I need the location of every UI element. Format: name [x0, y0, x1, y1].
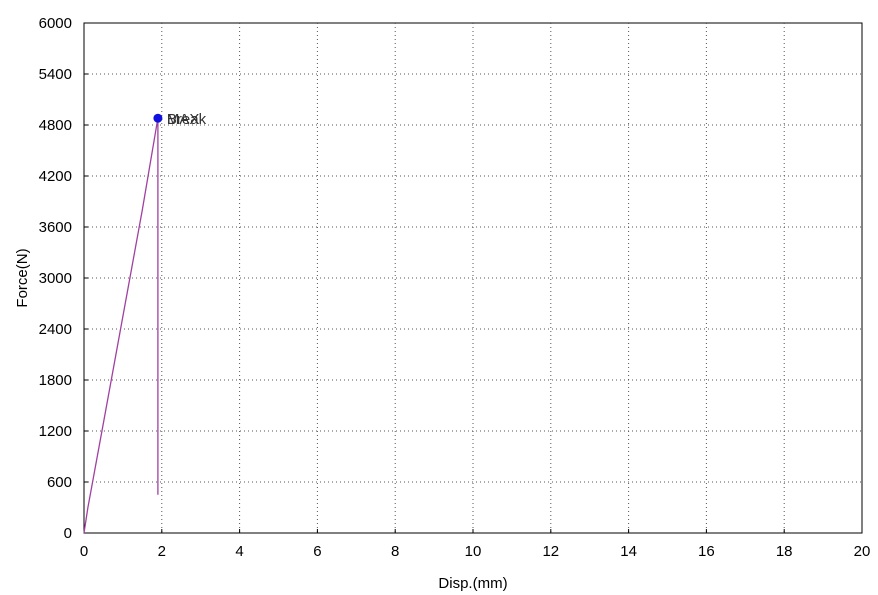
y-tick-label: 4200: [39, 168, 72, 185]
y-tick-label: 2400: [39, 321, 72, 338]
x-tick-label: 18: [776, 543, 793, 560]
x-tick-label: 20: [854, 543, 871, 560]
y-tick-label: 6000: [39, 15, 72, 32]
x-axis-label: Disp.(mm): [438, 575, 507, 592]
y-tick-label: 1200: [39, 423, 72, 440]
y-tick-label: 600: [47, 474, 72, 491]
y-tick-label: 5400: [39, 66, 72, 83]
data-point-marker: [153, 113, 163, 123]
y-axis-label: Force(N): [14, 248, 31, 307]
y-tick-label: 3000: [39, 270, 72, 287]
x-tick-label: 10: [465, 543, 482, 560]
grid: [84, 23, 862, 533]
x-tick-label: 16: [698, 543, 715, 560]
x-tick-label: 14: [620, 543, 637, 560]
annotation-label: Break: [167, 111, 207, 128]
x-tick-label: 6: [313, 543, 321, 560]
y-tick-label: 4800: [39, 117, 72, 134]
y-tick-label: 1800: [39, 372, 72, 389]
x-tick-label: 8: [391, 543, 399, 560]
annotation-label: MAX: [167, 111, 200, 128]
y-axis-ticks: 0 600 1200 1800 2400 3000 3600 4200 4800 5400 6000: [39, 15, 88, 542]
x-tick-label: 0: [80, 543, 88, 560]
y-tick-label: 3600: [39, 219, 72, 236]
x-tick-label: 12: [542, 543, 559, 560]
marker-layer: [153, 113, 163, 123]
x-tick-label: 2: [158, 543, 166, 560]
y-tick-label: 0: [64, 525, 72, 542]
x-tick-label: 4: [235, 543, 243, 560]
x-axis-ticks: 0 2 4 6 8 10 12 14 16 18 20: [80, 529, 871, 560]
